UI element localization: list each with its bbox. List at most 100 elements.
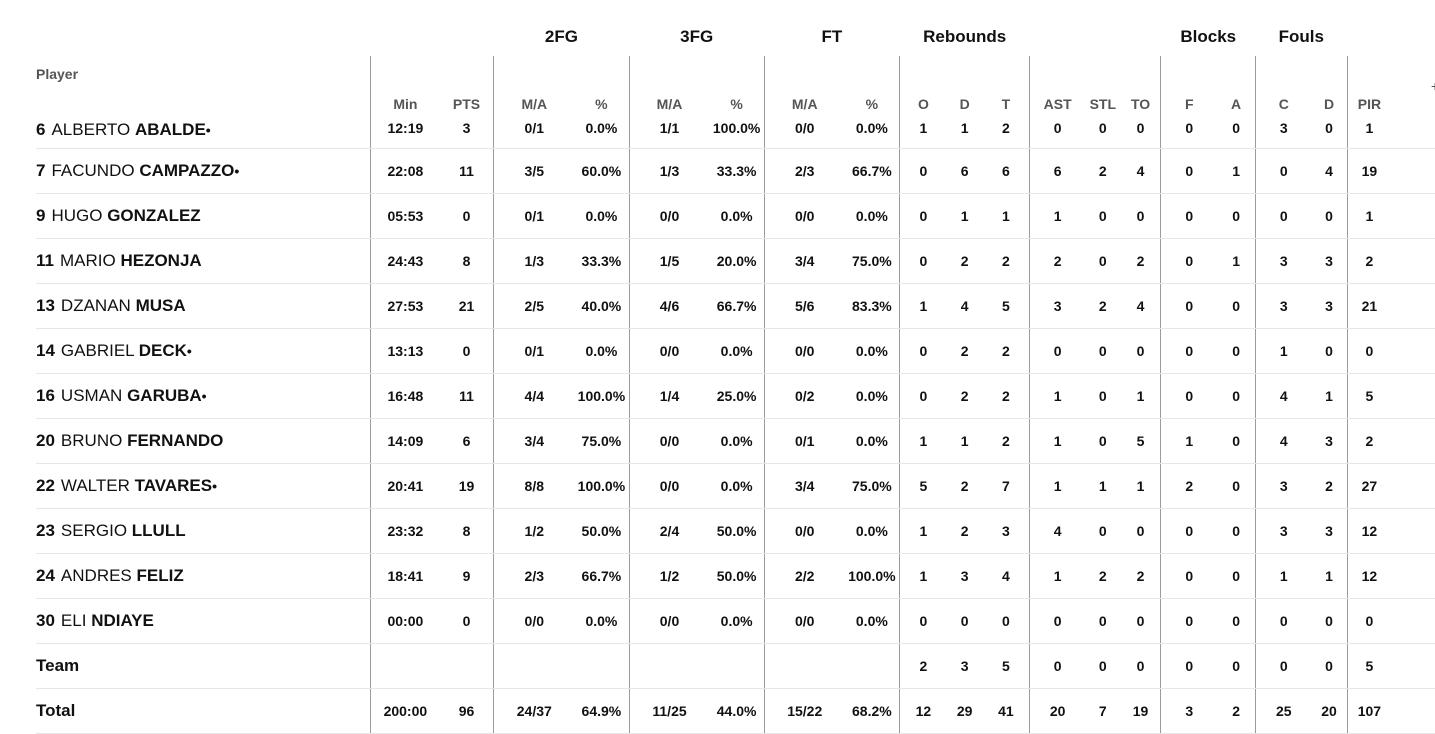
cell-foul-d: 3 xyxy=(1311,283,1348,329)
table-row[interactable]: 11 MARIO HEZONJA 24:43 8 1/3 33.3% 1/5 20.0% 3/4… xyxy=(36,238,1435,284)
cell-3fg-ma: 2/4 xyxy=(628,508,710,554)
table-row[interactable]: 6 ALBERTO ABALDE• 12:19 3 0/1 0.0% 1/1 100.0% 0/… xyxy=(36,114,1435,149)
cell-ft-ma: 2/2 xyxy=(763,553,845,599)
player-name-link[interactable]: 30 ELI NDIAYE xyxy=(36,611,154,630)
cell-blk-f: 2 xyxy=(1160,463,1218,509)
more-columns-indicator[interactable]: + xyxy=(1431,78,1435,94)
cell-foul-d: 3 xyxy=(1311,418,1348,464)
cell-2fg-pct: 0.0% xyxy=(574,598,630,644)
column-header-to[interactable]: TO xyxy=(1130,96,1151,112)
cell-2fg-pct: 50.0% xyxy=(574,508,630,554)
table-row[interactable]: 16 USMAN GARUBA• 16:48 11 4/4 100.0% 1/4 25.0% 0… xyxy=(36,373,1435,419)
player-last-name: GARUBA xyxy=(127,386,202,405)
player-name-link[interactable]: 22 WALTER TAVARES• xyxy=(36,476,217,495)
cell-to: 0 xyxy=(1120,598,1161,644)
cell-reb-t: 3 xyxy=(982,508,1030,554)
cell-ast: 1 xyxy=(1029,418,1085,464)
cell-ast: 0 xyxy=(1029,598,1085,644)
cell-min: 200:00 xyxy=(370,688,440,734)
column-header-ast[interactable]: AST xyxy=(1029,56,1085,114)
player-name-link[interactable]: 20 BRUNO FERNANDO xyxy=(36,431,223,450)
column-header-2fg-ma[interactable]: M/A xyxy=(493,56,575,114)
player-last-name: FELIZ xyxy=(136,566,184,585)
player-number: 30 xyxy=(36,611,55,630)
player-number: 20 xyxy=(36,431,55,450)
player-name-link[interactable]: 11 MARIO HEZONJA xyxy=(36,251,202,270)
table-row[interactable]: 9 HUGO GONZALEZ 05:53 0 0/1 0.0% 0/0 0.0% 0/0 0.0… xyxy=(36,193,1435,239)
column-header-ft-ma[interactable]: M/A xyxy=(763,56,845,114)
table-row[interactable]: 24 ANDRES FELIZ 18:41 9 2/3 66.7% 1/2 50.0% 2/2 1… xyxy=(36,553,1435,599)
cell-spacer xyxy=(1391,193,1435,239)
cell-ft-ma: 0/0 xyxy=(763,328,845,374)
cell-pir: 107 xyxy=(1346,688,1392,734)
table-row[interactable]: 30 ELI NDIAYE 00:00 0 0/0 0.0% 0/0 0.0% 0/0 0.0% 0… xyxy=(36,598,1435,644)
column-header-3fg-ma[interactable]: M/A xyxy=(628,56,710,114)
column-header-pir[interactable]: PIR xyxy=(1346,56,1392,114)
cell-blk-f: 0 xyxy=(1160,598,1218,644)
group-header-empty xyxy=(371,18,440,56)
column-header-ft-pct[interactable]: % xyxy=(865,96,879,112)
cell-pir: 0 xyxy=(1346,328,1392,374)
cell-to: 1 xyxy=(1120,463,1161,509)
cell-spacer xyxy=(1391,643,1435,689)
cell-ft-pct: 0.0% xyxy=(844,114,900,149)
cell-blk-f: 0 xyxy=(1160,114,1218,149)
column-header-foul-d[interactable]: D xyxy=(1323,96,1335,112)
player-last-name: DECK xyxy=(138,341,187,360)
cell-foul-d: 1 xyxy=(1311,373,1348,419)
column-header-blk-a[interactable]: A xyxy=(1231,96,1242,112)
table-row[interactable]: 22 WALTER TAVARES• 20:41 19 8/8 100.0% 0/0 0.0%… xyxy=(36,463,1435,509)
player-name-link[interactable]: 13 DZANAN MUSA xyxy=(36,296,186,315)
player-first-name: DZANAN xyxy=(60,296,131,315)
cell-ast: 1 xyxy=(1029,373,1085,419)
cell-pts xyxy=(439,643,494,689)
player-name-link[interactable]: 23 SERGIO LLULL xyxy=(36,521,186,540)
table-body: 6 ALBERTO ABALDE• 12:19 3 0/1 0.0% 1/1 100.0% 0/… xyxy=(36,114,1435,734)
cell-blk-f: 3 xyxy=(1160,688,1218,734)
group-header-rebounds: Rebounds xyxy=(923,27,1007,46)
cell-2fg-ma: 0/0 xyxy=(493,598,575,644)
column-header-reb-t[interactable]: T xyxy=(1001,96,1011,112)
column-header-3fg-pct[interactable]: % xyxy=(730,96,743,112)
table-row[interactable]: 20 BRUNO FERNANDO 14:09 6 3/4 75.0% 0/0 0.0% 0/1… xyxy=(36,418,1435,464)
column-header-reb-o[interactable]: O xyxy=(898,56,947,114)
player-last-name: ABALDE xyxy=(134,120,206,139)
player-last-name: GONZALEZ xyxy=(107,206,201,225)
table-row[interactable]: 14 GABRIEL DECK• 13:13 0 0/1 0.0% 0/0 0.0% 0/0 0.… xyxy=(36,328,1435,374)
cell-2fg-ma: 2/3 xyxy=(493,553,575,599)
cell-reb-d: 2 xyxy=(946,238,983,284)
cell-2fg-ma: 4/4 xyxy=(493,373,575,419)
player-name-link[interactable]: 9 HUGO GONZALEZ xyxy=(36,206,201,225)
cell-ast: 0 xyxy=(1029,114,1085,149)
table-row[interactable]: 7 FACUNDO CAMPAZZO• 22:08 11 3/5 60.0% 1/3 33.3… xyxy=(36,148,1435,194)
player-name-link[interactable]: 14 GABRIEL DECK• xyxy=(36,341,192,360)
cell-blk-f: 0 xyxy=(1160,508,1218,554)
player-name-link[interactable]: 16 USMAN GARUBA• xyxy=(36,386,207,405)
cell-reb-o: 5 xyxy=(898,463,947,509)
total-row: Total 200:00 96 24/37 64.9% 11/25 44.0% 15/22 68… xyxy=(36,688,1435,734)
cell-ft-pct: 0.0% xyxy=(844,373,900,419)
player-name-link[interactable]: 7 FACUNDO CAMPAZZO• xyxy=(36,161,239,180)
cell-2fg-ma: 1/2 xyxy=(493,508,575,554)
player-name-link[interactable]: 24 ANDRES FELIZ xyxy=(36,566,184,585)
cell-to: 0 xyxy=(1120,508,1161,554)
cell-pts: 96 xyxy=(439,688,494,734)
column-header-foul-c[interactable]: C xyxy=(1255,56,1312,114)
cell-3fg-ma: 0/0 xyxy=(628,598,710,644)
column-header-blk-f[interactable]: F xyxy=(1160,56,1218,114)
column-header-stl[interactable]: STL xyxy=(1089,96,1117,112)
column-header-reb-d[interactable]: D xyxy=(959,96,970,112)
column-header-pts[interactable]: PTS xyxy=(452,96,481,112)
cell-pts: 8 xyxy=(439,238,494,284)
table-row[interactable]: 13 DZANAN MUSA 27:53 21 2/5 40.0% 4/6 66.7% 5/6 8… xyxy=(36,283,1435,329)
cell-min: 16:48 xyxy=(370,373,440,419)
player-name-link[interactable]: 6 ALBERTO ABALDE• xyxy=(36,120,211,139)
table-row[interactable]: 23 SERGIO LLULL 23:32 8 1/2 50.0% 2/4 50.0% 0/0 0… xyxy=(36,508,1435,554)
column-header-player[interactable]: Player xyxy=(36,66,79,82)
cell-3fg-ma: 0/0 xyxy=(628,328,710,374)
column-header-min[interactable]: Min xyxy=(370,56,440,114)
cell-to: 19 xyxy=(1120,688,1161,734)
cell-min: 22:08 xyxy=(370,148,440,194)
cell-pts: 6 xyxy=(439,418,494,464)
column-header-2fg-pct[interactable]: % xyxy=(595,96,608,112)
